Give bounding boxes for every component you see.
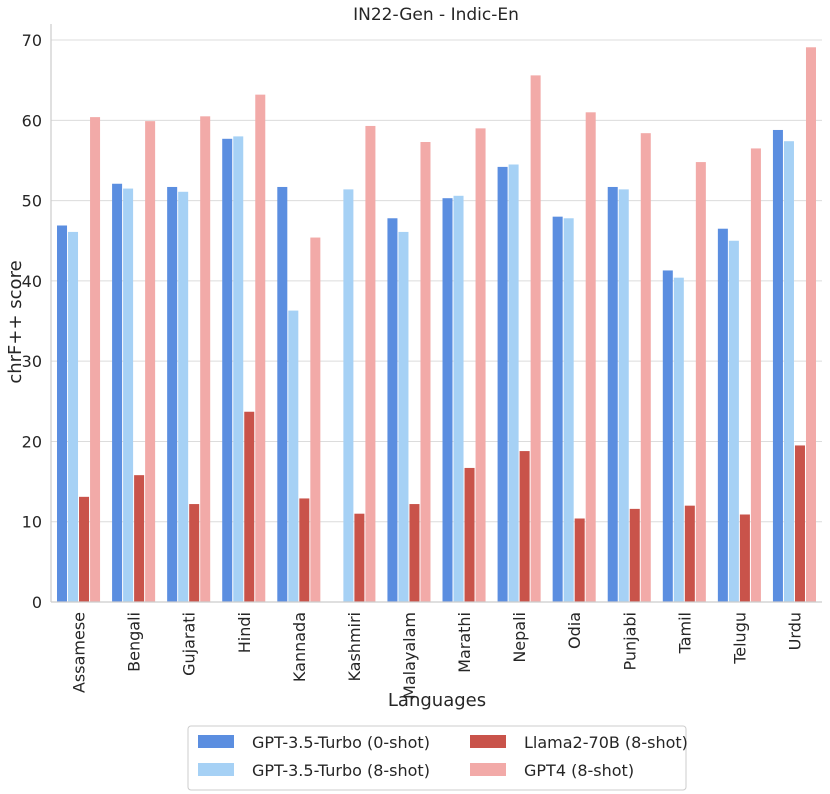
bar-telugu-llama2-70b-8-shot: [739, 514, 750, 602]
bar-gujarati-gpt-3-5-turbo-8-shot: [178, 191, 189, 602]
legend-label-gpt4-8-shot: GPT4 (8-shot): [524, 761, 634, 780]
bar-nepali-llama2-70b-8-shot: [519, 451, 530, 602]
y-axis-label: chrF++ score: [5, 260, 26, 383]
x-tick-labels: Assamese Bengali Gujarati Hindi Kannada Kashm…: [70, 612, 805, 699]
x-tick-label-bengali: Bengali: [125, 612, 144, 672]
legend-swatch-gpt4-8-shot: [470, 763, 506, 776]
bar-gujarati-gpt-3-5-turbo-0-shot: [167, 186, 178, 603]
bar-assamese-gpt-3-5-turbo-0-shot: [57, 225, 68, 602]
x-tick-label-gujarati: Gujarati: [180, 612, 199, 676]
y-tick-label: 40: [22, 272, 42, 291]
x-tick-label-kannada: Kannada: [290, 612, 309, 682]
x-tick-label-nepali: Nepali: [510, 612, 529, 663]
bar-odia-gpt-3-5-turbo-8-shot: [563, 218, 574, 602]
x-tick-label-punjabi: Punjabi: [620, 612, 639, 671]
bar-malayalam-gpt-3-5-turbo-0-shot: [387, 218, 398, 602]
bar-urdu-gpt-3-5-turbo-8-shot: [783, 141, 794, 602]
x-tick-label-telugu: Telugu: [730, 612, 749, 665]
bar-hindi-llama2-70b-8-shot: [244, 411, 255, 602]
bar-odia-gpt-3-5-turbo-0-shot: [552, 216, 563, 602]
bar-malayalam-gpt-3-5-turbo-8-shot: [398, 231, 409, 603]
bar-bengali-gpt-3-5-turbo-8-shot: [123, 188, 134, 602]
bar-urdu-llama2-70b-8-shot: [794, 445, 805, 602]
legend-frame: [187, 725, 687, 791]
bar-kannada-gpt-3-5-turbo-8-shot: [288, 310, 299, 602]
y-tick-label: 70: [22, 31, 42, 50]
bar-kannada-gpt-3-5-turbo-0-shot: [277, 186, 288, 603]
legend-swatch-llama2-70b-8-shot: [470, 735, 506, 748]
y-tick-label: 50: [22, 192, 42, 211]
bar-kashmiri-gpt-3-5-turbo-8-shot: [343, 189, 354, 602]
x-tick-label-malayalam: Malayalam: [400, 612, 419, 699]
bar-kashmiri-llama2-70b-8-shot: [354, 513, 365, 602]
bar-malayalam-llama2-70b-8-shot: [409, 504, 420, 602]
bar-tamil-gpt-3-5-turbo-0-shot: [662, 270, 673, 602]
x-tick-label-assamese: Assamese: [70, 612, 89, 693]
y-tick-label: 30: [22, 352, 42, 371]
bar-kannada-llama2-70b-8-shot: [299, 498, 310, 602]
bar-marathi-gpt4-8-shot: [475, 128, 486, 602]
bar-tamil-gpt4-8-shot: [695, 162, 706, 603]
bar-hindi-gpt-3-5-turbo-8-shot: [233, 136, 244, 602]
bar-nepali-gpt4-8-shot: [530, 75, 541, 602]
x-tick-label-kashmiri: Kashmiri: [345, 612, 364, 682]
bar-odia-gpt4-8-shot: [585, 112, 596, 603]
legend-label-llama2-70b-8-shot: Llama2-70B (8-shot): [524, 733, 688, 752]
bar-punjabi-gpt-3-5-turbo-0-shot: [607, 186, 618, 603]
legend-swatch-gpt-3-5-turbo-0-shot: [198, 735, 234, 748]
bar-marathi-llama2-70b-8-shot: [464, 467, 475, 602]
y-tick-label: 10: [22, 513, 42, 532]
bar-tamil-gpt-3-5-turbo-8-shot: [673, 277, 684, 602]
legend-swatch-gpt-3-5-turbo-8-shot: [198, 763, 234, 776]
bar-marathi-gpt-3-5-turbo-8-shot: [453, 195, 464, 603]
x-tick-label-urdu: Urdu: [785, 612, 804, 650]
bar-assamese-gpt-3-5-turbo-8-shot: [68, 231, 79, 603]
x-axis-label: Languages: [388, 690, 486, 711]
bar-tamil-llama2-70b-8-shot: [684, 505, 695, 602]
bars: [57, 47, 816, 603]
bar-punjabi-gpt4-8-shot: [640, 133, 651, 602]
y-tick-label: 0: [32, 593, 42, 612]
axes: [50, 24, 822, 603]
bar-assamese-gpt4-8-shot: [90, 117, 101, 602]
chart-title: IN22-Gen - Indic-En: [353, 5, 519, 25]
bar-urdu-gpt4-8-shot: [805, 47, 816, 602]
bar-hindi-gpt4-8-shot: [255, 94, 266, 603]
bar-punjabi-gpt-3-5-turbo-8-shot: [618, 189, 629, 602]
bar-telugu-gpt-3-5-turbo-8-shot: [728, 240, 739, 602]
bar-telugu-gpt-3-5-turbo-0-shot: [717, 228, 728, 603]
x-tick-label-tamil: Tamil: [675, 612, 694, 654]
bar-odia-llama2-70b-8-shot: [574, 518, 585, 602]
y-tick-label: 60: [22, 111, 42, 130]
gridlines: [51, 39, 822, 603]
y-tick-labels: 0 10 20 30 40 50 60 70: [22, 31, 42, 612]
bar-punjabi-llama2-70b-8-shot: [629, 508, 640, 602]
legend: GPT-3.5-Turbo (0-shot) GPT-3.5-Turbo (8-s…: [187, 725, 688, 791]
x-tick-label-hindi: Hindi: [235, 612, 254, 653]
bar-nepali-gpt-3-5-turbo-8-shot: [508, 164, 519, 602]
bar-telugu-gpt4-8-shot: [750, 148, 761, 603]
bar-gujarati-gpt4-8-shot: [200, 116, 211, 602]
bar-assamese-llama2-70b-8-shot: [79, 496, 90, 602]
bar-kannada-gpt4-8-shot: [310, 237, 321, 603]
legend-label-gpt-3-5-turbo-8-shot: GPT-3.5-Turbo (8-shot): [252, 761, 430, 780]
y-tick-label: 20: [22, 432, 42, 451]
bar-nepali-gpt-3-5-turbo-0-shot: [497, 166, 508, 602]
bar-bengali-llama2-70b-8-shot: [134, 475, 145, 602]
bar-gujarati-llama2-70b-8-shot: [189, 504, 200, 602]
bar-bengali-gpt-3-5-turbo-0-shot: [112, 183, 123, 602]
bar-marathi-gpt-3-5-turbo-0-shot: [442, 198, 453, 603]
bar-malayalam-gpt4-8-shot: [420, 142, 431, 602]
legend-label-gpt-3-5-turbo-0-shot: GPT-3.5-Turbo (0-shot): [252, 733, 430, 752]
bar-urdu-gpt-3-5-turbo-0-shot: [772, 129, 783, 602]
bar-kashmiri-gpt4-8-shot: [365, 125, 376, 603]
x-tick-label-odia: Odia: [565, 612, 584, 649]
bar-bengali-gpt4-8-shot: [145, 121, 156, 602]
bar-hindi-gpt-3-5-turbo-0-shot: [222, 138, 233, 602]
x-tick-label-marathi: Marathi: [455, 612, 474, 673]
